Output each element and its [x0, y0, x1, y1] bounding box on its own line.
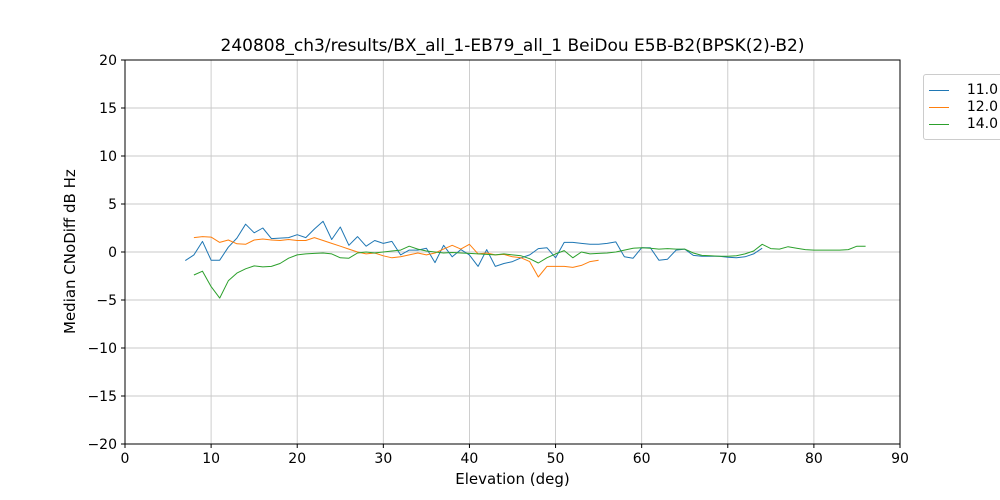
y-tick-label: 15 [99, 101, 117, 117]
x-tick-label: 50 [547, 451, 565, 467]
series-line-12.0 [193, 236, 599, 278]
x-tick-label: 40 [461, 451, 479, 467]
y-tick-label: −10 [87, 341, 117, 357]
legend-label: 11.0 [966, 82, 998, 98]
x-tick-label: 70 [719, 451, 737, 467]
x-tick-label: 10 [202, 451, 220, 467]
x-axis-label: Elevation (deg) [455, 470, 570, 488]
legend-label: 12.0 [966, 99, 998, 115]
legend-line-sample [929, 106, 949, 108]
series-line-11.0 [185, 220, 763, 267]
y-tick-label: −20 [87, 437, 117, 453]
x-tick-label: 20 [288, 451, 306, 467]
y-tick-label: 10 [99, 149, 117, 165]
x-tick-label: 90 [891, 451, 909, 467]
x-tick-label: 0 [121, 451, 130, 467]
legend-entry: 14.0 [929, 117, 1000, 131]
legend: 11.0 12.0 14.0 [923, 74, 1000, 140]
x-tick-label: 60 [633, 451, 651, 467]
chart-title: 240808_ch3/results/BX_all_1-EB79_all_1 B… [220, 36, 805, 56]
y-axis-label: Median CNoDiff dB Hz [61, 169, 79, 335]
y-tick-label: −15 [87, 389, 117, 405]
legend-line-sample [929, 89, 949, 91]
legend-entry: 11.0 [929, 83, 1000, 97]
y-tick-label: 5 [108, 197, 117, 213]
y-tick-label: 20 [99, 53, 117, 69]
x-tick-label: 80 [805, 451, 823, 467]
legend-entry: 12.0 [929, 100, 1000, 114]
legend-label: 14.0 [966, 116, 998, 132]
legend-line-sample [929, 123, 949, 125]
x-tick-label: 30 [374, 451, 392, 467]
series-line-14.0 [193, 243, 866, 299]
y-tick-label: −5 [96, 293, 117, 309]
y-tick-label: 0 [108, 245, 117, 261]
